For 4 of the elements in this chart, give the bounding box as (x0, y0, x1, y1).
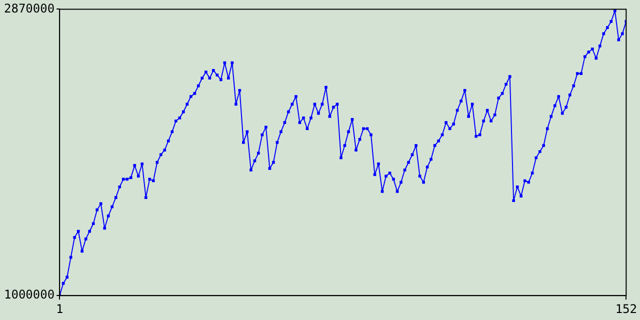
y-tick-label: 2870000 (4, 1, 55, 16)
x-tick-label: 152 (615, 302, 638, 316)
y-tick-label: 1000000 (4, 288, 55, 302)
x-tick-label: 1 (56, 302, 64, 316)
